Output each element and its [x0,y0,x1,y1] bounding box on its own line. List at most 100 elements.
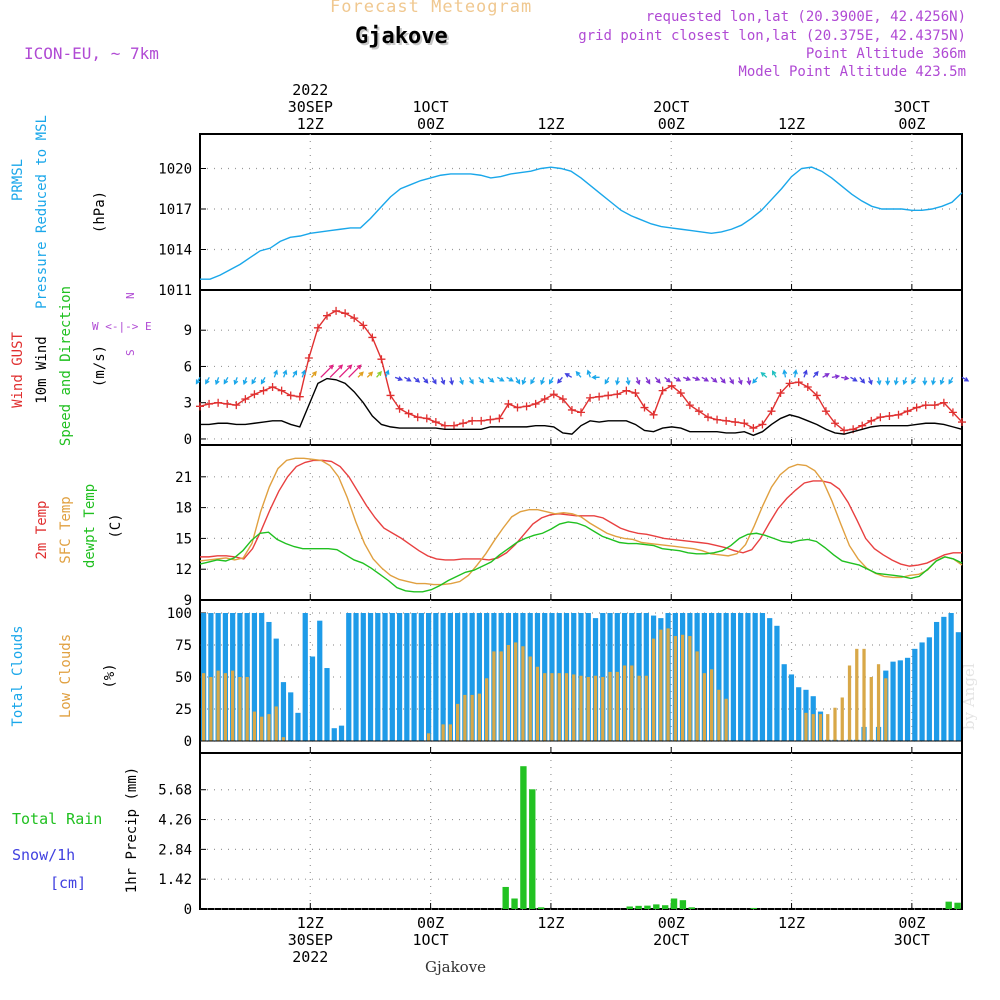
y-tick-label: 0 [184,902,192,918]
bar [537,907,545,909]
snow-label: Snow/1h [12,846,75,864]
wind-arrow [931,377,936,386]
data-point [323,311,331,320]
bar [506,645,511,741]
y-tick-label: 9 [184,593,192,609]
temperature-frame [199,444,963,601]
y-tick-label: 1020 [158,162,192,178]
data-point [948,408,957,417]
top-time-label: 1OCT [413,98,449,116]
wind-arrow [431,377,437,385]
wind-arrow [338,364,353,378]
data-point [313,323,322,332]
wind-arrow [348,364,362,378]
precip-axis-label: 1hr Precip (mm) [124,767,140,893]
bar [954,902,961,909]
bottom-time-label: 30SEP [288,931,333,949]
wind-arrow [885,377,891,386]
data-point [295,392,304,401]
data-point [939,398,948,407]
bar [680,634,685,741]
bar [543,673,547,741]
wind-arrow [701,376,710,382]
wind-arrow [673,376,682,382]
data-point [640,403,649,412]
wind-arrow [394,376,403,381]
wind-arrow [242,377,248,386]
y-tick-label: 2.84 [158,842,192,858]
bar [670,898,678,909]
wind-arrow [719,376,726,384]
data-point [758,420,767,429]
data-point [803,383,812,391]
wind-arrow [260,377,266,385]
axis-label: 10m Wind [34,336,50,403]
wind-arrow [384,369,390,378]
bar [862,648,866,741]
data-point [740,419,749,428]
bar [535,666,540,741]
bar [520,766,527,909]
data-point [486,415,495,424]
wind-arrow [497,376,505,382]
bar [484,613,490,741]
data-point [259,386,268,395]
wind-arrow [376,370,382,378]
y-tick-label: 6 [184,359,192,375]
axis-label: SFC Temp [58,496,74,563]
bottom-time-label: 00Z [658,914,685,932]
wind-arrow [746,377,752,386]
snow-unit-label: [cm] [50,874,86,892]
bar [579,675,583,741]
data-point [450,421,458,430]
wind-arrow [273,369,278,378]
wind-arrow [654,376,661,384]
data-point [459,419,468,428]
requested-coords: requested lon,lat (20.3900E, 42.4256N) [645,9,966,25]
wind-arrow [251,377,257,385]
data-point [504,399,513,408]
wind-arrow [521,377,527,386]
bar [833,707,837,741]
bar [477,693,482,741]
wind-arrow [948,377,954,385]
data-point [885,412,894,420]
bar [688,636,692,741]
bar [717,689,721,741]
bar [324,668,330,741]
model-label: ICON-EU, ~ 7km [24,44,159,63]
data-point [531,399,540,408]
series-line [199,457,963,586]
bottom-time-label: 00Z [417,914,444,932]
bar [608,671,612,741]
wind-arrow [301,369,306,378]
data-point [821,407,830,416]
bar [666,628,670,741]
wind-arrow [615,377,620,386]
wind-arrow [752,376,759,384]
data-point [785,379,794,388]
chart-title: Forecast Meteogram [330,0,533,17]
bar [404,613,410,741]
data-point [350,314,359,323]
axis-label: (m/s) [92,345,108,387]
footer-location: Gjakove [425,958,487,976]
data-point [921,401,930,410]
bar [630,665,634,741]
bar [679,900,687,909]
bar [826,714,830,741]
bar [724,698,728,741]
bar [266,621,272,741]
wind-arrow [557,376,563,384]
wind-arrow [710,376,718,383]
bar [651,638,656,741]
axis-label: PRMSL [10,159,26,201]
bar [485,678,489,741]
bar [557,673,561,741]
wind-arrow [939,377,945,386]
wind-arrow [850,376,858,382]
y-tick-label: 3 [184,396,192,412]
bar [499,651,503,741]
wind-arrow [822,373,830,378]
axis-label: Wind GUST [10,332,26,408]
